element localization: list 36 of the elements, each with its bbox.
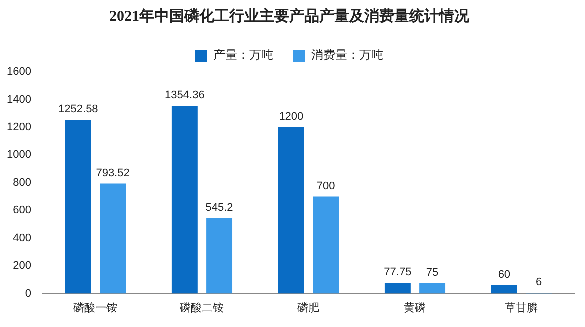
x-tick-label: 磷肥 bbox=[296, 301, 320, 314]
data-label: 1354.36 bbox=[165, 90, 205, 102]
bar bbox=[313, 196, 340, 294]
x-tick-label: 磷酸二铵 bbox=[179, 301, 224, 314]
bar bbox=[278, 127, 304, 294]
y-tick-label: 1600 bbox=[6, 66, 32, 78]
bar bbox=[384, 283, 411, 294]
y-tick-label: 1200 bbox=[6, 121, 32, 134]
bar bbox=[420, 283, 446, 294]
data-label: 793.52 bbox=[96, 167, 130, 180]
y-tick-label: 600 bbox=[13, 204, 32, 217]
data-label: 75 bbox=[426, 266, 439, 279]
y-tick-label: 0 bbox=[25, 288, 32, 300]
x-tick-label: 草甘膦 bbox=[505, 301, 538, 314]
y-tick-label: 400 bbox=[13, 232, 32, 244]
y-tick-label: 800 bbox=[13, 176, 32, 189]
data-label: 77.75 bbox=[384, 266, 412, 279]
bar bbox=[206, 218, 233, 294]
y-tick-label: 200 bbox=[13, 260, 32, 272]
data-label: 60 bbox=[498, 269, 511, 282]
data-label: 700 bbox=[316, 180, 336, 192]
bar bbox=[100, 184, 126, 294]
x-tick-label: 黄磷 bbox=[404, 301, 426, 314]
data-label: 545.2 bbox=[206, 202, 234, 214]
chart-title: 2021年中国磷化工行业主要产品产量及消费量统计情况 bbox=[110, 6, 470, 25]
bar bbox=[491, 285, 518, 294]
legend-label: 消费量：万吨 bbox=[312, 48, 384, 62]
y-tick-label: 1000 bbox=[6, 149, 32, 162]
data-label: 1200 bbox=[279, 110, 304, 123]
bar bbox=[172, 106, 198, 294]
data-label: 6 bbox=[536, 276, 542, 288]
data-label: 1252.58 bbox=[58, 104, 98, 116]
x-tick-label: 磷酸一铵 bbox=[72, 301, 118, 314]
y-tick-label: 1400 bbox=[6, 94, 32, 106]
bar bbox=[65, 120, 92, 294]
legend-label: 产量：万吨 bbox=[214, 48, 274, 62]
